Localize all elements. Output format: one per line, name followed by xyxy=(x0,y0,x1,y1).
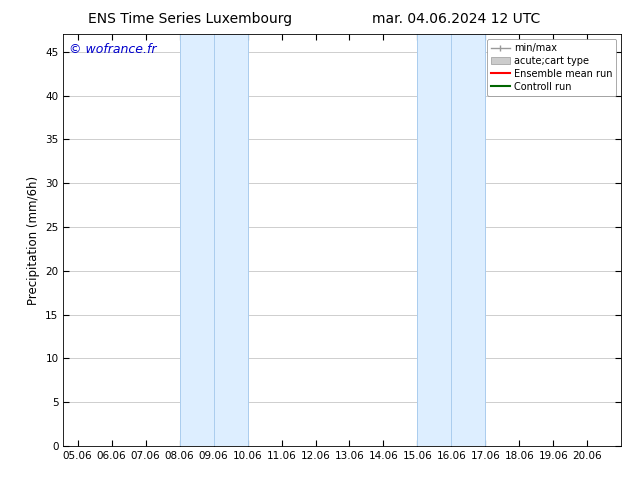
Bar xyxy=(417,34,486,446)
Text: mar. 04.06.2024 12 UTC: mar. 04.06.2024 12 UTC xyxy=(372,12,541,26)
Y-axis label: Precipitation (mm/6h): Precipitation (mm/6h) xyxy=(27,175,40,305)
Text: ENS Time Series Luxembourg: ENS Time Series Luxembourg xyxy=(88,12,292,26)
Text: © wofrance.fr: © wofrance.fr xyxy=(69,43,157,55)
Legend: min/max, acute;cart type, Ensemble mean run, Controll run: min/max, acute;cart type, Ensemble mean … xyxy=(487,39,616,96)
Bar xyxy=(179,34,247,446)
